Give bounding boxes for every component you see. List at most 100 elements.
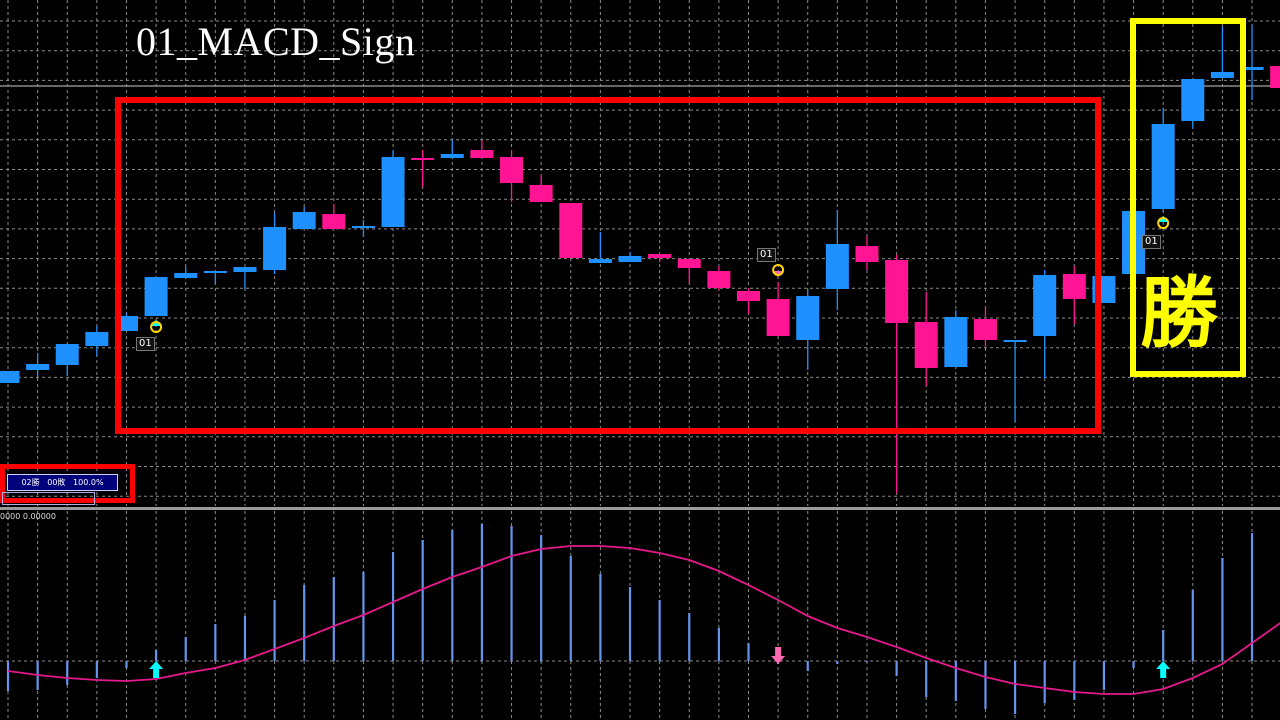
candle xyxy=(85,326,109,356)
candle xyxy=(263,213,287,274)
candle-body xyxy=(233,267,257,272)
signal-markers xyxy=(150,216,1170,333)
candle-body xyxy=(1240,67,1264,70)
signal-label: 01 xyxy=(136,337,155,351)
candle xyxy=(351,220,375,237)
candle xyxy=(440,140,464,158)
candle xyxy=(1003,340,1027,422)
candle-body xyxy=(144,277,168,316)
candle-body xyxy=(885,260,909,323)
candle-body xyxy=(55,344,79,365)
signal-label: 01 xyxy=(1142,235,1161,249)
candle xyxy=(1181,79,1205,129)
candle xyxy=(737,288,760,314)
candle-body xyxy=(588,259,612,263)
candle-body xyxy=(322,214,346,229)
candle-body xyxy=(411,158,435,160)
candle-body xyxy=(263,227,287,270)
candle-body xyxy=(1270,66,1280,88)
candle-body xyxy=(559,203,583,258)
candle xyxy=(914,292,938,386)
candle-body xyxy=(973,319,997,340)
candle-body xyxy=(470,150,494,158)
candle-body xyxy=(737,291,760,301)
candle xyxy=(648,254,672,262)
candle xyxy=(766,282,790,336)
buy-arrow-icon xyxy=(1156,661,1171,678)
candle-body xyxy=(500,157,524,183)
buy-signal-icon xyxy=(150,320,163,333)
candle xyxy=(1151,108,1175,212)
candle xyxy=(322,204,346,229)
signal-circle xyxy=(772,264,785,276)
macd-subwindow xyxy=(6,524,1280,714)
sell-signal-icon xyxy=(772,264,785,277)
candle-body xyxy=(440,154,464,158)
candle-body xyxy=(677,259,701,268)
win-loss-stats-panel: 02勝 00敗 100.0% xyxy=(7,474,118,491)
win-label: 勝 xyxy=(1140,268,1219,359)
candle-body xyxy=(1210,72,1234,78)
candle-body xyxy=(85,332,109,346)
candle-body xyxy=(855,246,879,262)
candle-body xyxy=(1033,275,1057,336)
candle xyxy=(1033,270,1057,378)
candle xyxy=(203,271,227,284)
candle xyxy=(588,232,612,263)
candle xyxy=(707,266,731,290)
candle-body xyxy=(944,317,968,367)
candle xyxy=(233,267,257,289)
signal-circle xyxy=(1157,217,1170,229)
candle-body xyxy=(648,254,672,258)
candle xyxy=(470,140,494,158)
candle xyxy=(1210,27,1234,78)
candle xyxy=(677,259,701,283)
subwindow-separator[interactable] xyxy=(0,507,1280,510)
candle xyxy=(825,210,849,310)
macd-signal-line xyxy=(7,545,1280,695)
candle xyxy=(144,277,168,316)
win-highlight-box xyxy=(1130,18,1246,377)
candle xyxy=(381,150,405,227)
candle xyxy=(796,290,820,370)
candle xyxy=(885,255,909,493)
candle xyxy=(174,266,198,278)
candle-body xyxy=(796,296,820,340)
candle-body xyxy=(203,271,227,273)
candle xyxy=(0,371,20,383)
candle-body xyxy=(1003,340,1027,342)
candle xyxy=(529,175,553,202)
macd-value-label: 0000 0.00000 xyxy=(0,512,56,521)
candle-body xyxy=(26,364,50,370)
candle-body xyxy=(351,226,375,228)
candle xyxy=(500,150,524,202)
candle-body xyxy=(766,299,790,336)
candle xyxy=(559,203,583,258)
candle-body xyxy=(1151,124,1175,209)
candle xyxy=(855,236,879,270)
candle-body xyxy=(292,212,316,229)
candle-body xyxy=(0,371,20,383)
candles xyxy=(0,25,1280,493)
candle-body xyxy=(914,322,938,368)
candle xyxy=(411,150,435,187)
candle xyxy=(1270,66,1280,88)
candle xyxy=(618,252,642,262)
candle xyxy=(26,353,50,378)
stats-highlight-box xyxy=(0,464,135,503)
candle-body xyxy=(1062,274,1086,299)
candle-body xyxy=(381,157,405,227)
candle xyxy=(292,207,316,229)
buy-signal-icon xyxy=(1157,216,1170,229)
candle xyxy=(944,310,968,367)
loss-period-highlight-box xyxy=(115,97,1101,434)
indicator-title: 01_MACD_Sign xyxy=(136,19,416,64)
candle xyxy=(1062,266,1086,324)
candle xyxy=(55,344,79,376)
signal-label: 01 xyxy=(757,248,776,262)
candle-body xyxy=(1181,79,1205,121)
candle-body xyxy=(707,271,731,288)
candle-body xyxy=(825,244,849,289)
sell-arrow-icon xyxy=(771,647,786,664)
